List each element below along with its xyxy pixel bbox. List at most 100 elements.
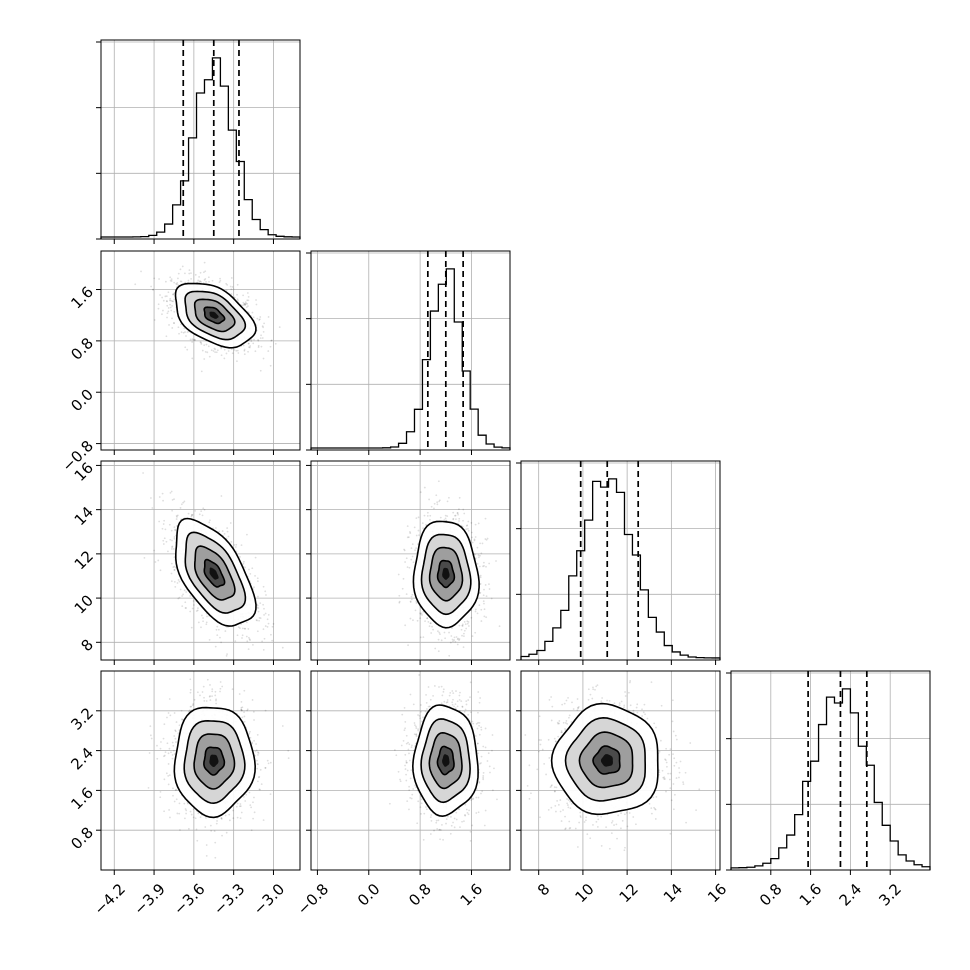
scatter-point [226,653,228,656]
scatter-point [190,277,192,280]
scatter-point [461,623,464,626]
scatter-point [140,270,142,273]
scatter-point [466,620,469,623]
scatter-point [481,542,484,545]
scatter-point [259,617,262,620]
scatter-point [463,635,465,638]
scatter-point [197,607,199,610]
scatter-point [153,549,155,552]
scatter-point [413,526,416,529]
scatter-point [461,634,463,637]
scatter-point [438,500,441,503]
scatter-point [397,573,400,576]
scatter-point [175,741,177,743]
scatter-point [161,492,164,495]
scatter-point [470,616,473,619]
scatter-point [191,341,194,343]
scatter-point [183,500,186,503]
scatter-point [412,561,415,564]
scatter-point [241,706,244,709]
scatter-point [483,564,485,567]
scatter-point [430,505,433,508]
scatter-point [483,608,486,611]
scatter-point [181,595,184,597]
scatter-point [454,514,456,517]
scatter-point [178,580,181,583]
scatter-point [484,517,487,520]
scatter-point [198,513,201,516]
scatter-point [240,709,243,712]
scatter-point [200,281,203,283]
scatter-point [173,569,176,572]
scatter-point [150,737,153,740]
scatter-point [474,523,477,526]
scatter-point [174,529,177,532]
scatter-point [436,503,439,506]
scatter-point [175,282,178,285]
scatter-point [411,555,414,558]
scatter-point [458,508,460,511]
scatter-point [171,304,173,307]
scatter-point [452,518,455,521]
scatter-point [191,357,194,360]
contour-3 [412,520,480,629]
scatter-point [181,605,184,608]
scatter-point [263,614,265,616]
scatter-point [174,737,177,740]
scatter-point [163,755,165,758]
scatter-point [242,294,245,297]
scatter-point [250,806,253,809]
scatter-point [217,628,220,631]
scatter-point [166,316,168,319]
scatter-point [255,299,257,301]
scatter-point [243,348,246,351]
scatter-point [231,352,234,355]
scatter-point [255,749,258,752]
scatter-point [174,566,177,569]
scatter-point [517,604,519,606]
scatter-point [248,638,251,641]
scatter-point [249,639,251,642]
scatter-point [258,619,260,622]
scatter-point [200,341,202,344]
scatter-point [220,641,223,644]
scatter-point [189,705,192,708]
scatter-point [225,289,228,292]
scatter-point [256,317,259,320]
scatter-point [189,338,192,341]
scatter-point [409,531,411,533]
scatter-point [203,358,206,360]
scatter-point [208,280,210,283]
scatter-point [416,619,419,622]
scatter-point [419,612,422,615]
scatter-point [467,527,469,530]
scatter-point [263,322,266,325]
scatter-point [156,757,159,760]
scatter-point [448,654,451,657]
scatter-point [245,793,248,796]
scatter-point [171,499,174,501]
scatter-point [247,636,250,639]
scatter-point [450,635,453,637]
scatter-point [169,303,172,306]
scatter-point [253,586,255,589]
scatter-point [204,278,207,280]
scatter-point [462,508,465,511]
scatter-point [174,528,177,531]
scatter-point [208,638,211,641]
scatter-point [208,521,211,524]
scatter-point [232,288,235,291]
scatter-point [252,643,254,646]
scatter-point [464,623,467,626]
scatter-point [203,508,206,511]
scatter-point [244,303,247,306]
scatter-point [172,293,175,296]
scatter-point [287,749,290,752]
scatter-point [258,318,261,321]
scatter-point [192,816,195,819]
scatter-point [201,349,204,352]
scatter-point [439,516,442,519]
scatter-point [220,354,223,357]
scatter-point [219,687,222,690]
scatter-point [482,600,485,603]
